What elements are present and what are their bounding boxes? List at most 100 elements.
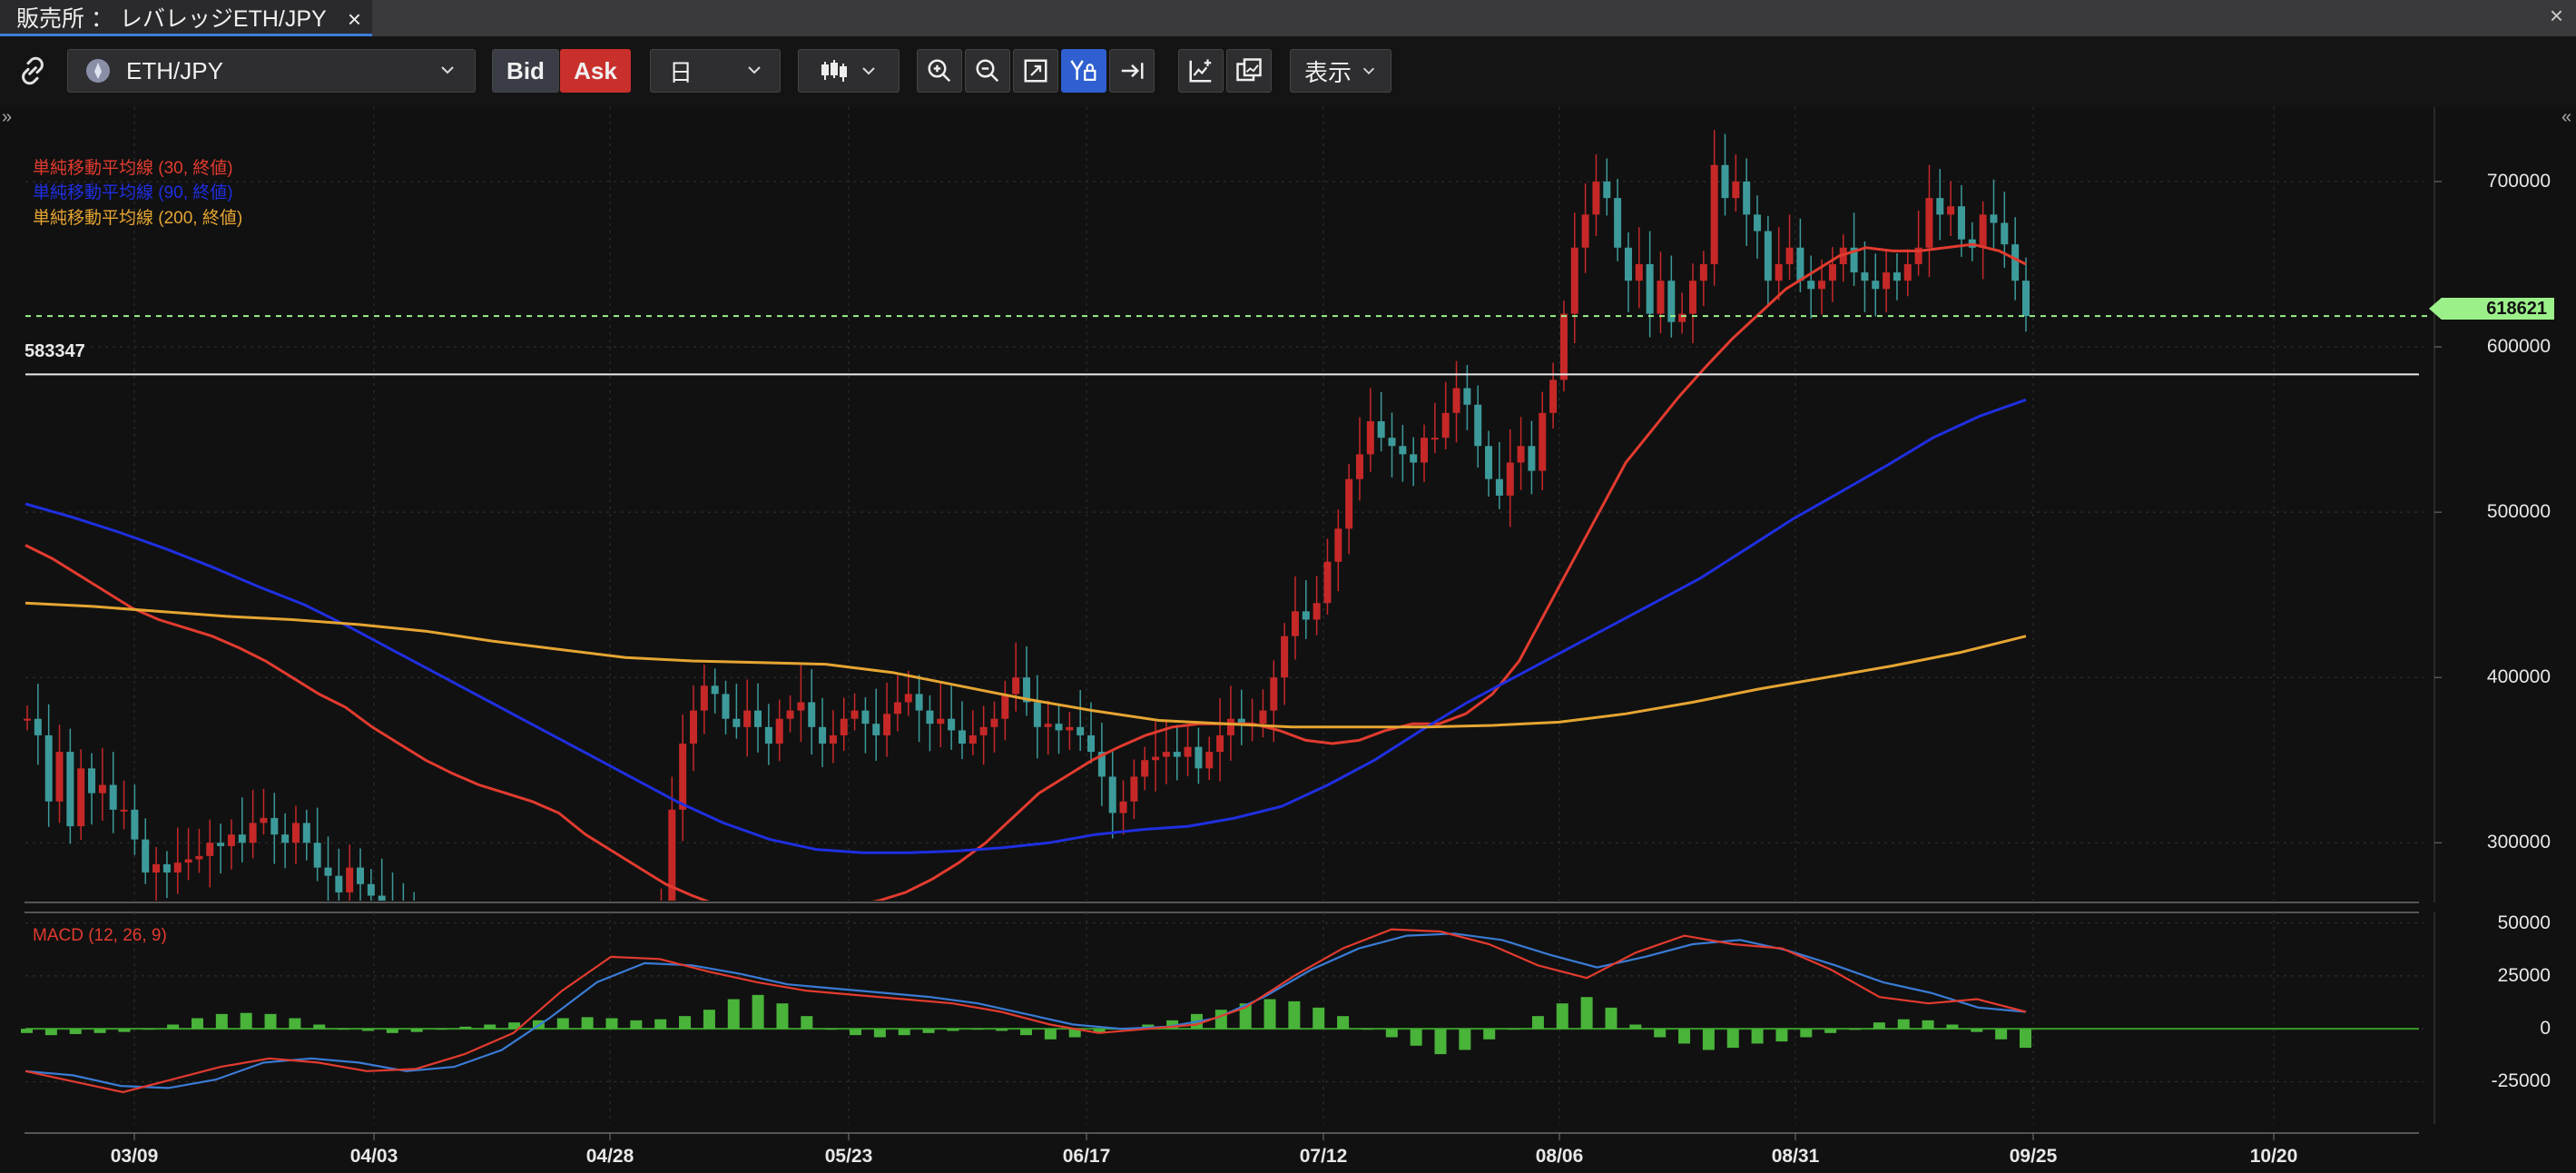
- candle-body: [850, 710, 859, 719]
- candle-body: [743, 710, 752, 727]
- candle-body: [1528, 446, 1536, 471]
- candle-body: [432, 929, 439, 933]
- candle-body: [786, 710, 794, 719]
- compare-button[interactable]: [1226, 49, 1272, 93]
- macd-histogram-bar: [410, 1029, 423, 1032]
- candle-body: [990, 718, 998, 727]
- macd-histogram-bar: [1020, 1029, 1032, 1036]
- chart-type-select[interactable]: [798, 49, 900, 93]
- candle-body: [1979, 214, 1987, 248]
- candle-body: [1732, 181, 1740, 199]
- candle-body: [454, 942, 461, 949]
- candle-body: [1388, 438, 1396, 447]
- candle-body: [1421, 438, 1429, 463]
- candle-body: [335, 875, 343, 892]
- candle-body: [1678, 313, 1686, 322]
- macd-histogram-bar: [1775, 1029, 1788, 1042]
- macd-histogram-bar: [1361, 1029, 1373, 1030]
- candle-body: [1399, 446, 1407, 455]
- period-select[interactable]: 日: [650, 49, 781, 93]
- candle-body: [1785, 247, 1794, 264]
- y-lock-button[interactable]: [1061, 49, 1106, 93]
- candle-body: [152, 863, 161, 873]
- symbol-select[interactable]: ETH/JPY: [67, 49, 476, 93]
- zoom-in-button[interactable]: [917, 49, 962, 93]
- candle-body: [1141, 760, 1149, 777]
- x-tick-label: 04/03: [349, 1146, 398, 1167]
- candle-body: [302, 823, 310, 843]
- display-menu-button[interactable]: 表示: [1290, 49, 1391, 93]
- candle-body: [550, 979, 557, 981]
- candle-body: [1001, 694, 1009, 719]
- macd-histogram-bar: [801, 1016, 813, 1030]
- macd-tick-label: 0: [2540, 1018, 2551, 1040]
- zoom-out-button[interactable]: [965, 49, 1010, 93]
- candle-body: [722, 694, 730, 719]
- macd-histogram-bar: [313, 1024, 326, 1030]
- macd-histogram-bar: [1483, 1029, 1496, 1040]
- candle-body: [1205, 752, 1214, 769]
- chevron-down-icon: [1362, 67, 1375, 74]
- candle-body: [1539, 412, 1547, 471]
- candle-body: [55, 752, 64, 802]
- chevron-down-icon: [748, 66, 761, 74]
- fit-button[interactable]: [1013, 49, 1058, 93]
- candle-body: [958, 730, 966, 744]
- candle-body: [120, 809, 128, 812]
- candle-body: [1872, 281, 1880, 290]
- link-icon[interactable]: [11, 49, 54, 93]
- macd-histogram-bar: [1824, 1029, 1837, 1033]
- candle-body: [1270, 677, 1278, 711]
- macd-histogram-bar: [459, 1026, 472, 1030]
- candle-body: [732, 718, 741, 727]
- macd-histogram-bar: [1239, 1003, 1252, 1030]
- legend-sma200: 単純移動平均線 (200, 終値): [33, 209, 243, 228]
- macd-histogram-bar: [1337, 1016, 1350, 1030]
- candle-body: [1023, 677, 1030, 703]
- current-price-tag: 618621: [2429, 298, 2554, 320]
- candle-body: [1592, 181, 1600, 215]
- macd-label: MACD (12, 26, 9): [33, 926, 167, 945]
- macd-histogram-bar: [1531, 1016, 1544, 1030]
- macd-histogram-bar: [1849, 1029, 1862, 1030]
- tab-close-icon[interactable]: ×: [347, 5, 361, 33]
- macd-histogram-bar: [776, 1003, 789, 1030]
- expand-right-panel-icon[interactable]: «: [2561, 107, 2572, 127]
- candle-body: [227, 834, 235, 846]
- candle-body: [1549, 380, 1558, 413]
- candle-body: [1667, 281, 1676, 322]
- macd-histogram-bar: [1556, 1003, 1568, 1030]
- candle-body: [1291, 611, 1299, 636]
- add-indicator-button[interactable]: [1178, 49, 1224, 93]
- bid-button[interactable]: Bid: [492, 49, 559, 93]
- macd-histogram-bar: [1971, 1029, 1983, 1032]
- candle-body: [1646, 263, 1654, 314]
- candle-body: [173, 862, 182, 873]
- macd-histogram-bar: [850, 1029, 862, 1036]
- macd-histogram-bar: [752, 994, 764, 1030]
- candle-body: [1517, 446, 1525, 463]
- candle-body: [410, 917, 418, 922]
- candle-body: [657, 925, 664, 941]
- zoom-in-icon: [928, 59, 951, 83]
- macd-tick-label: 50000: [2497, 912, 2551, 933]
- macd-histogram-bar: [118, 1029, 131, 1032]
- candle-body: [1463, 388, 1471, 405]
- candle-body: [1097, 752, 1106, 777]
- candle-body: [1452, 388, 1460, 413]
- tab-eth-jpy[interactable]: 販売所 ： レバレッジETH/JPY ×: [0, 0, 372, 36]
- macd-histogram-bar: [1508, 1029, 1520, 1030]
- scroll-to-end-button[interactable]: [1109, 49, 1155, 93]
- macd-histogram-bar: [1702, 1029, 1715, 1050]
- candle-body: [819, 726, 827, 744]
- candle-body: [893, 702, 901, 715]
- candle-body: [1914, 247, 1922, 264]
- window-close-icon[interactable]: ×: [2549, 2, 2563, 29]
- ask-button[interactable]: Ask: [560, 49, 631, 93]
- candle-body: [142, 839, 150, 873]
- expand-left-panel-icon[interactable]: »: [2, 107, 13, 127]
- candle-body: [647, 942, 654, 959]
- candle-body: [1216, 734, 1224, 753]
- candle-body: [77, 768, 85, 827]
